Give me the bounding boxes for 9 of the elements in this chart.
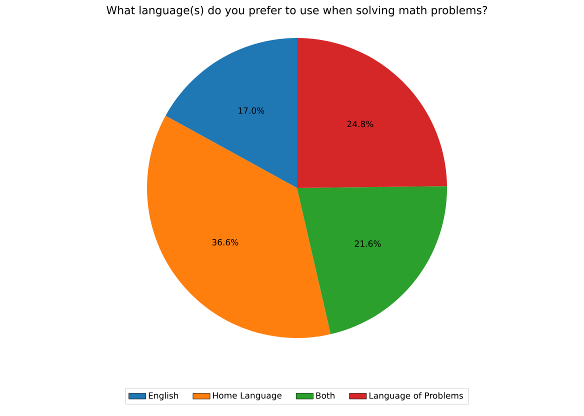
legend-label: English bbox=[148, 392, 178, 400]
data-label: 24.8% bbox=[347, 120, 374, 128]
legend-label: Both bbox=[316, 392, 334, 399]
data-label: 21.6% bbox=[354, 240, 381, 247]
legend-label: Home Language bbox=[213, 392, 282, 400]
data-label: 17.0% bbox=[238, 107, 264, 114]
legend-label: Language of Problems bbox=[370, 392, 464, 400]
data-label: 36.6% bbox=[212, 239, 238, 246]
chart-title: What language(s) do you prefer to use when solving math problems? bbox=[106, 6, 488, 16]
